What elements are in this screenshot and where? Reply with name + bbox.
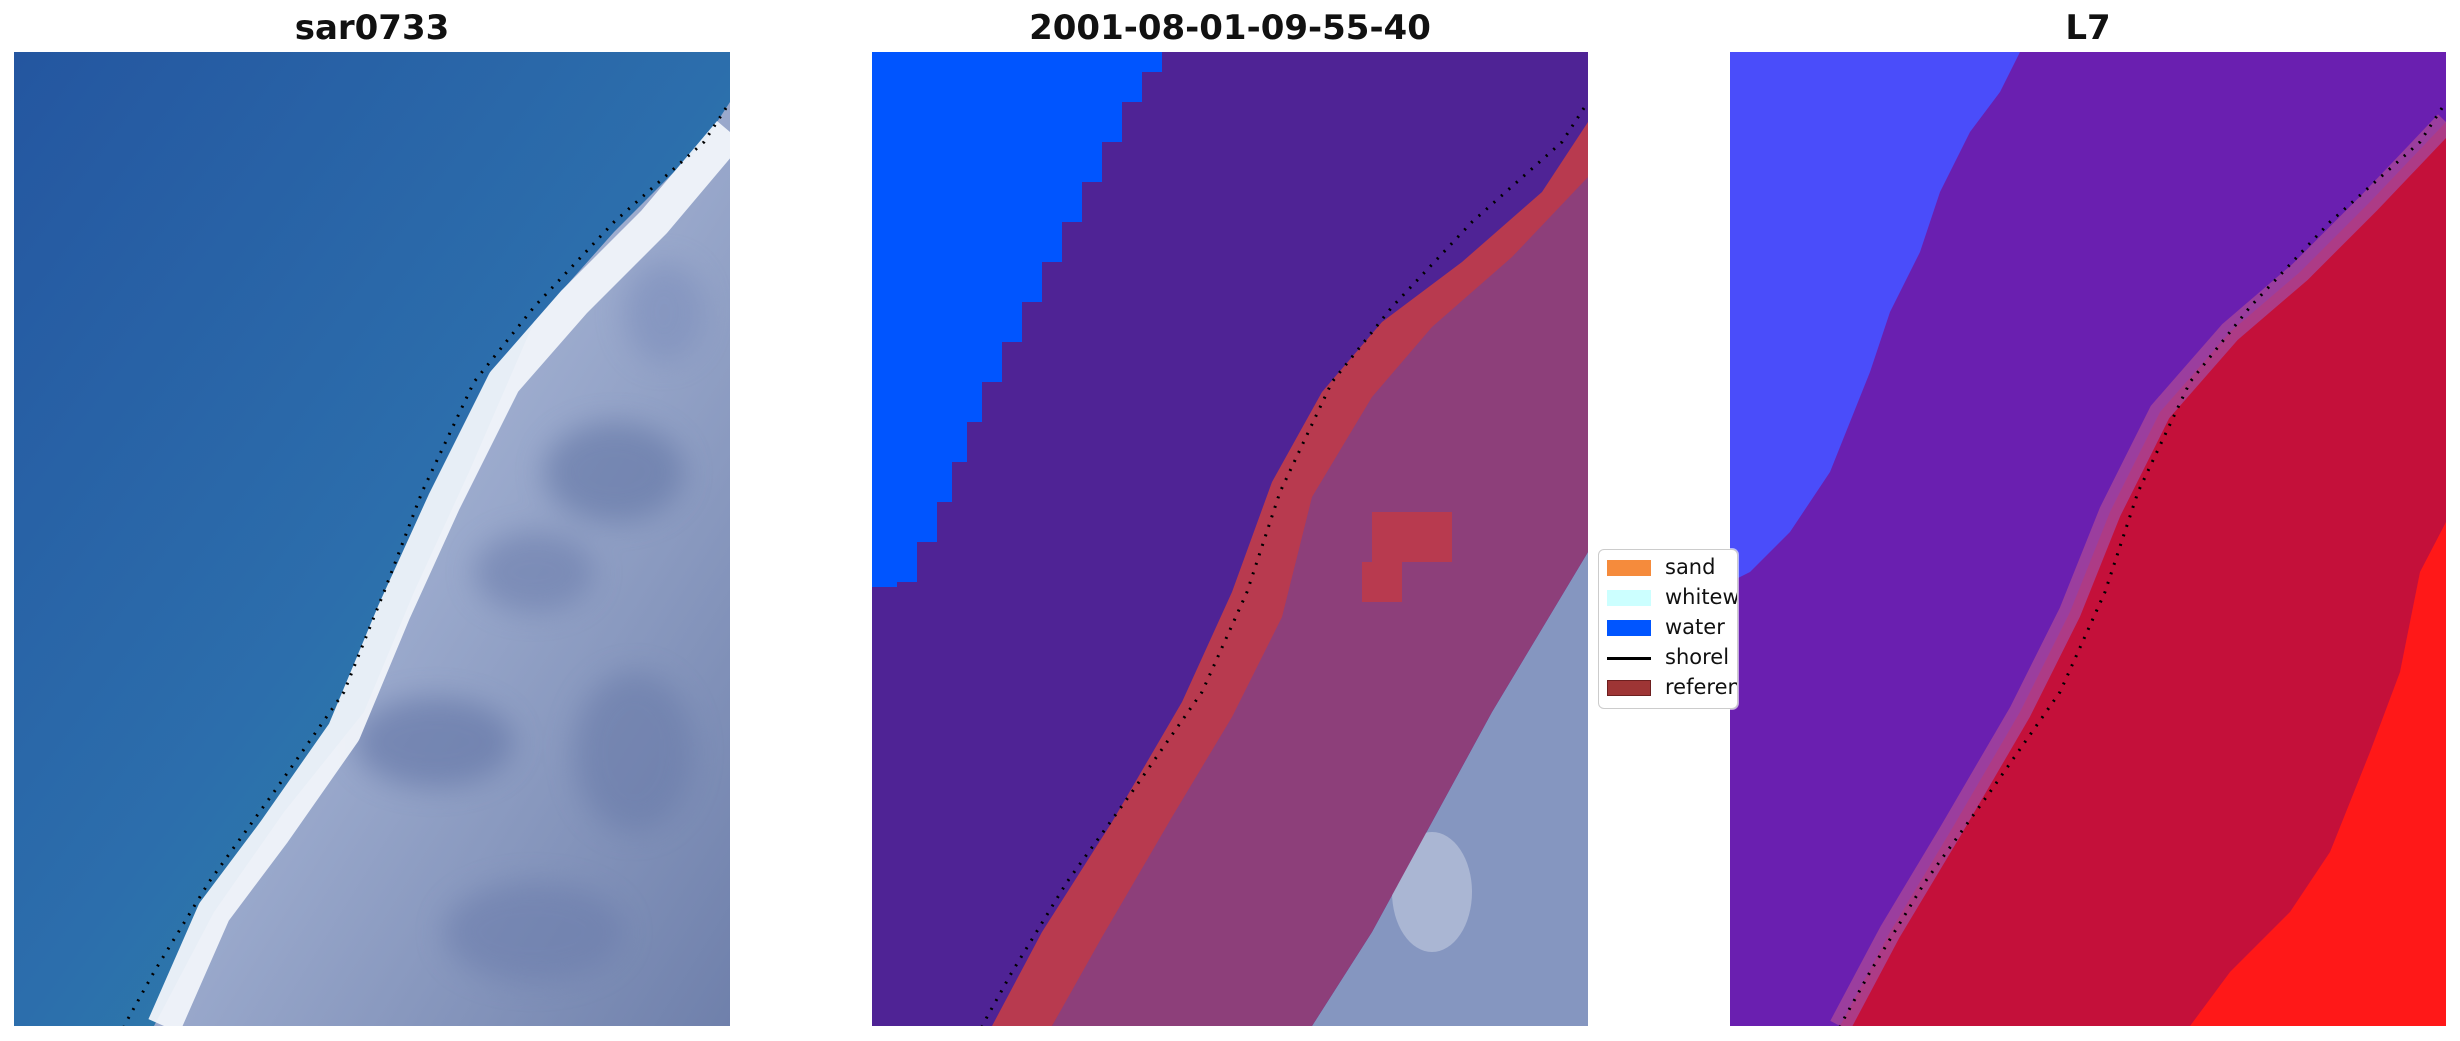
panel-title-2: 2001-08-01-09-55-40 <box>1029 8 1431 48</box>
legend-label-shoreline: shorel <box>1665 645 1730 669</box>
l7-image <box>1730 52 2446 1026</box>
classification-image <box>872 52 1588 1026</box>
water-swatch <box>1607 620 1651 636</box>
satellite-image <box>14 52 730 1026</box>
legend-label-sand: sand <box>1665 555 1716 579</box>
shoreline-trace-3 <box>1838 107 2444 1026</box>
panel-title-3: L7 <box>2065 8 2111 48</box>
sand-swatch <box>1607 560 1651 576</box>
whitewater-swatch <box>1607 590 1651 606</box>
legend-label-reference: referen <box>1665 675 1738 699</box>
classification-panel <box>872 52 1588 1026</box>
legend-item-whitewater: whitew <box>1599 582 1737 612</box>
legend-label-whitewater: whitew <box>1665 585 1738 609</box>
satellite-image-panel <box>14 52 730 1026</box>
legend-item-reference: referen <box>1599 672 1737 702</box>
reference-swatch <box>1607 680 1651 696</box>
legend-item-shoreline: shorel <box>1599 642 1737 672</box>
legend-item-water: water <box>1599 612 1737 642</box>
l7-panel <box>1730 52 2446 1026</box>
legend-label-water: water <box>1665 615 1725 639</box>
shoreline-trace-2 <box>980 107 1586 1026</box>
legend-item-sand: sand <box>1599 552 1737 582</box>
shoreline-swatch <box>1607 657 1651 660</box>
legend: sand whitew water shorel referen <box>1598 549 1738 709</box>
panel-title-1: sar0733 <box>294 8 450 48</box>
shoreline-trace <box>122 107 728 1026</box>
